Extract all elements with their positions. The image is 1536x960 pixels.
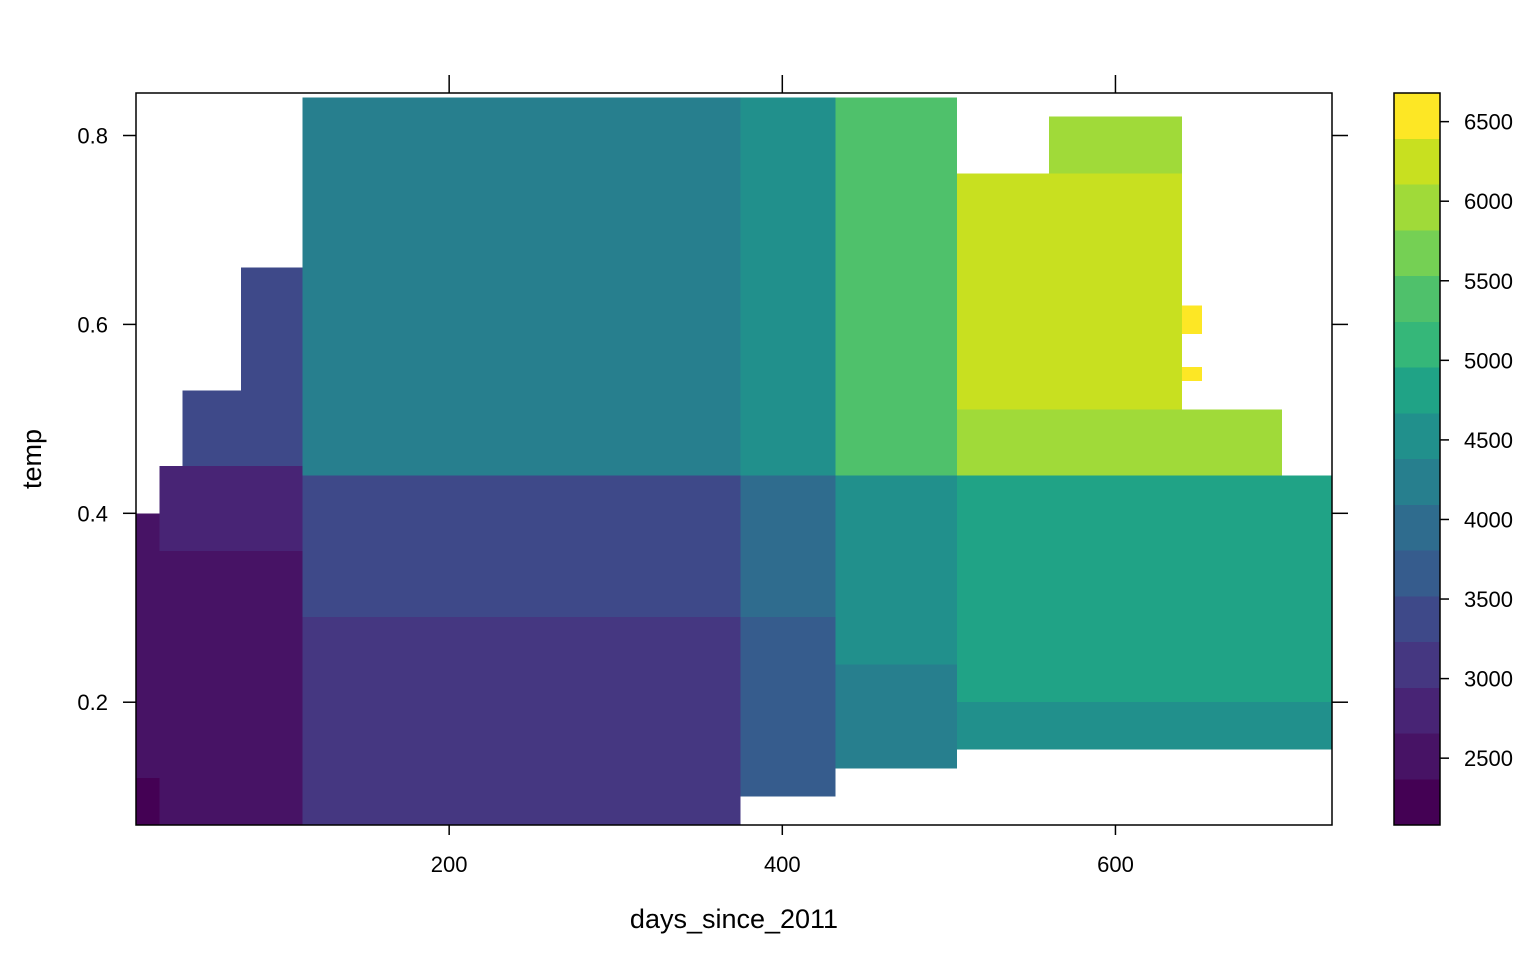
colorbar-frame bbox=[1393, 92, 1441, 826]
x-tick-label-600: 600 bbox=[1097, 852, 1134, 877]
colorbar-tick-label-6000: 6000 bbox=[1464, 189, 1513, 214]
colorbar-tick-label-2500: 2500 bbox=[1464, 746, 1513, 771]
heatmap-cell-3 bbox=[159, 466, 303, 552]
colorbar-swatch-12 bbox=[1394, 230, 1440, 277]
heatmap-cell-15 bbox=[957, 702, 1332, 750]
colorbar-tick-label-3500: 3500 bbox=[1464, 587, 1513, 612]
y-tick-label-0.8: 0.8 bbox=[77, 124, 108, 149]
heatmap-cell-8 bbox=[302, 97, 741, 476]
heatmap-cell-21 bbox=[1182, 366, 1203, 382]
colorbar-swatch-5 bbox=[1394, 550, 1440, 597]
heatmap-cell-7 bbox=[302, 475, 741, 618]
colorbar-swatch-6 bbox=[1394, 504, 1440, 551]
heatmap-cell-2 bbox=[159, 551, 303, 825]
heatmap-cell-18 bbox=[957, 173, 1183, 410]
colorbar-swatch-14 bbox=[1394, 138, 1440, 185]
colorbar-swatch-7 bbox=[1394, 459, 1440, 505]
x-tick-label-400: 400 bbox=[764, 852, 801, 877]
colorbar-tick-label-5500: 5500 bbox=[1464, 269, 1513, 294]
heatmap-cell-13 bbox=[835, 475, 958, 665]
colorbar-tick-label-3000: 3000 bbox=[1464, 667, 1513, 692]
heatmap-cell-12 bbox=[835, 664, 958, 769]
x-axis-label: days_since_2011 bbox=[630, 904, 838, 934]
y-axis-label: temp bbox=[17, 429, 47, 489]
heatmap-cell-19 bbox=[1048, 116, 1183, 174]
colorbar-swatch-9 bbox=[1394, 367, 1440, 414]
heatmap-cell-1 bbox=[136, 513, 160, 778]
colorbar-swatch-1 bbox=[1394, 733, 1440, 780]
colorbar-swatch-11 bbox=[1394, 276, 1440, 322]
heatmap-cell-14 bbox=[835, 97, 958, 476]
heatmap-cell-20 bbox=[1182, 305, 1203, 334]
colorbar-swatch-15 bbox=[1394, 93, 1440, 139]
heatmap-cell-9 bbox=[740, 617, 836, 797]
colorbar-swatch-4 bbox=[1394, 596, 1440, 643]
y-tick-label-0.4: 0.4 bbox=[77, 501, 108, 526]
colorbar-swatch-8 bbox=[1394, 413, 1440, 460]
heatmap-cells bbox=[136, 97, 1332, 825]
colorbar-tick-label-4000: 4000 bbox=[1464, 507, 1513, 532]
heatmap-cell-17 bbox=[957, 409, 1282, 476]
colorbar-tick-label-4500: 4500 bbox=[1464, 428, 1513, 453]
plot-frame bbox=[135, 92, 1333, 826]
colorbar-swatch-10 bbox=[1394, 321, 1440, 368]
heatmap-cell-6 bbox=[302, 617, 741, 825]
heatmap-cell-11 bbox=[740, 97, 836, 476]
x-tick-label-200: 200 bbox=[431, 852, 468, 877]
colorbar: 2500 3000 3500 4000 4500 5000 5500 6000 6500 bbox=[1393, 92, 1513, 826]
y-tick-label-0.2: 0.2 bbox=[77, 690, 108, 715]
colorbar-swatch-3 bbox=[1394, 642, 1440, 688]
heatmap-cell-16 bbox=[957, 475, 1332, 703]
colorbar-swatch-2 bbox=[1394, 687, 1440, 734]
colorbar-swatch-13 bbox=[1394, 184, 1440, 231]
axes: 200 400 600 0.2 0.4 0.6 0.8 bbox=[77, 75, 1348, 877]
colorbar-tick-label-5000: 5000 bbox=[1464, 348, 1513, 373]
colorbar-swatch-0 bbox=[1394, 779, 1440, 826]
y-tick-label-0.6: 0.6 bbox=[77, 312, 108, 337]
heatmap-cell-5 bbox=[240, 267, 303, 391]
colorbar-tick-label-6500: 6500 bbox=[1464, 110, 1513, 135]
heatmap-cell-0 bbox=[136, 777, 160, 825]
heatmap-cell-4 bbox=[182, 390, 303, 467]
heatmap-cell-10 bbox=[740, 475, 836, 618]
